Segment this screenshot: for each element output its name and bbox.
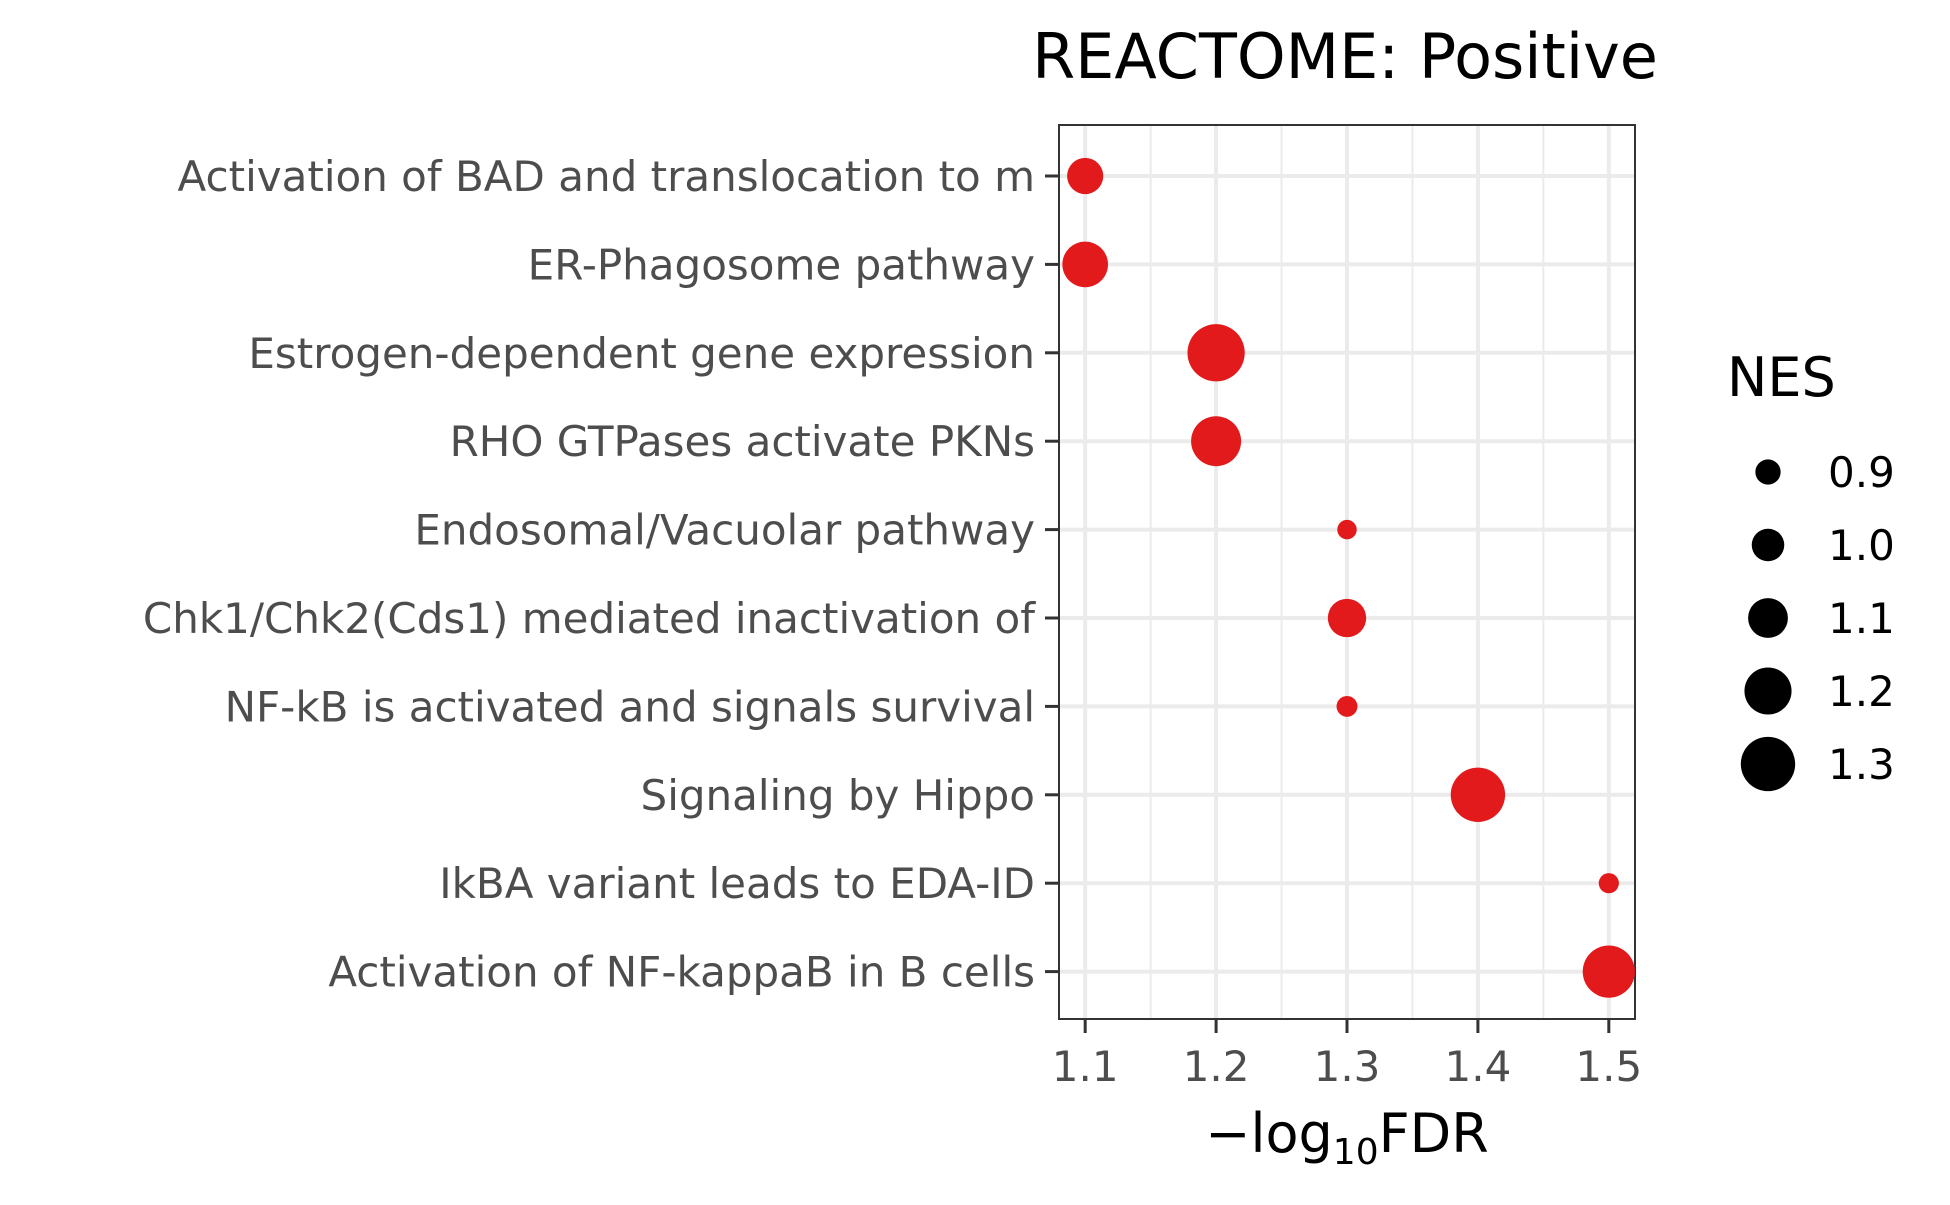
y-tick-label: RHO GTPases activate PKNs — [450, 417, 1035, 466]
x-axis-label-subscript: 10 — [1333, 1132, 1379, 1173]
x-axis-label-prefix: −log — [1205, 1102, 1333, 1165]
data-point — [1582, 945, 1635, 998]
data-point — [1598, 873, 1619, 894]
x-tick-label: 1.3 — [1314, 1042, 1381, 1091]
y-tick-label: IkBA variant leads to EDA-ID — [439, 859, 1035, 908]
y-tick-label: Endosomal/Vacuolar pathway — [414, 506, 1035, 555]
y-tick-label: ER-Phagosome pathway — [528, 240, 1035, 289]
x-axis-label-suffix: FDR — [1379, 1102, 1489, 1165]
data-point — [1187, 324, 1245, 382]
data-point — [1191, 416, 1242, 467]
data-point — [1062, 241, 1108, 288]
y-axis: Activation of BAD and translocation to m… — [143, 152, 1059, 997]
x-tick-label: 1.2 — [1183, 1042, 1250, 1091]
x-tick-label: 1.5 — [1575, 1042, 1642, 1091]
data-point — [1327, 598, 1367, 638]
legend-title: NES — [1727, 346, 1836, 409]
x-tick-label: 1.4 — [1445, 1042, 1512, 1091]
chart-title: REACTOME: Positive — [1032, 20, 1658, 93]
y-tick-label: Estrogen-dependent gene expression — [248, 329, 1035, 378]
x-axis: 1.1 1.2 1.3 1.4 1.5 — [1052, 1019, 1642, 1091]
legend-label: 1.3 — [1828, 740, 1895, 789]
legend-label: 1.1 — [1828, 594, 1895, 643]
x-tick-label: 1.1 — [1052, 1042, 1119, 1091]
data-point — [1336, 695, 1358, 717]
y-tick-label: Activation of BAD and translocation to m — [178, 152, 1035, 201]
minor-gridlines — [1149, 125, 1545, 1019]
legend-label: 1.0 — [1828, 521, 1895, 570]
y-tick-label: Chk1/Chk2(Cds1) mediated inactivation of — [143, 594, 1036, 643]
legend-key — [1755, 459, 1781, 485]
x-axis-label: −log10FDR — [1205, 1102, 1489, 1173]
legend-key — [1748, 598, 1788, 638]
legend-label: 1.2 — [1828, 667, 1895, 716]
y-tick-label: NF-kB is activated and signals survival — [225, 682, 1035, 731]
data-points — [1062, 157, 1635, 998]
major-gridlines — [1059, 125, 1635, 1019]
y-tick-label: Signaling by Hippo — [641, 771, 1035, 820]
y-tick-label: Activation of NF-kappaB in B cells — [328, 948, 1035, 997]
size-legend: NES 0.9 1.0 1.1 1.2 1.3 — [1727, 346, 1895, 792]
data-point — [1450, 767, 1506, 822]
legend-key — [1740, 736, 1796, 792]
data-point — [1067, 157, 1104, 195]
data-point — [1337, 519, 1357, 540]
legend-label: 0.9 — [1828, 448, 1895, 497]
legend-key — [1751, 528, 1785, 562]
legend-key — [1744, 667, 1792, 715]
